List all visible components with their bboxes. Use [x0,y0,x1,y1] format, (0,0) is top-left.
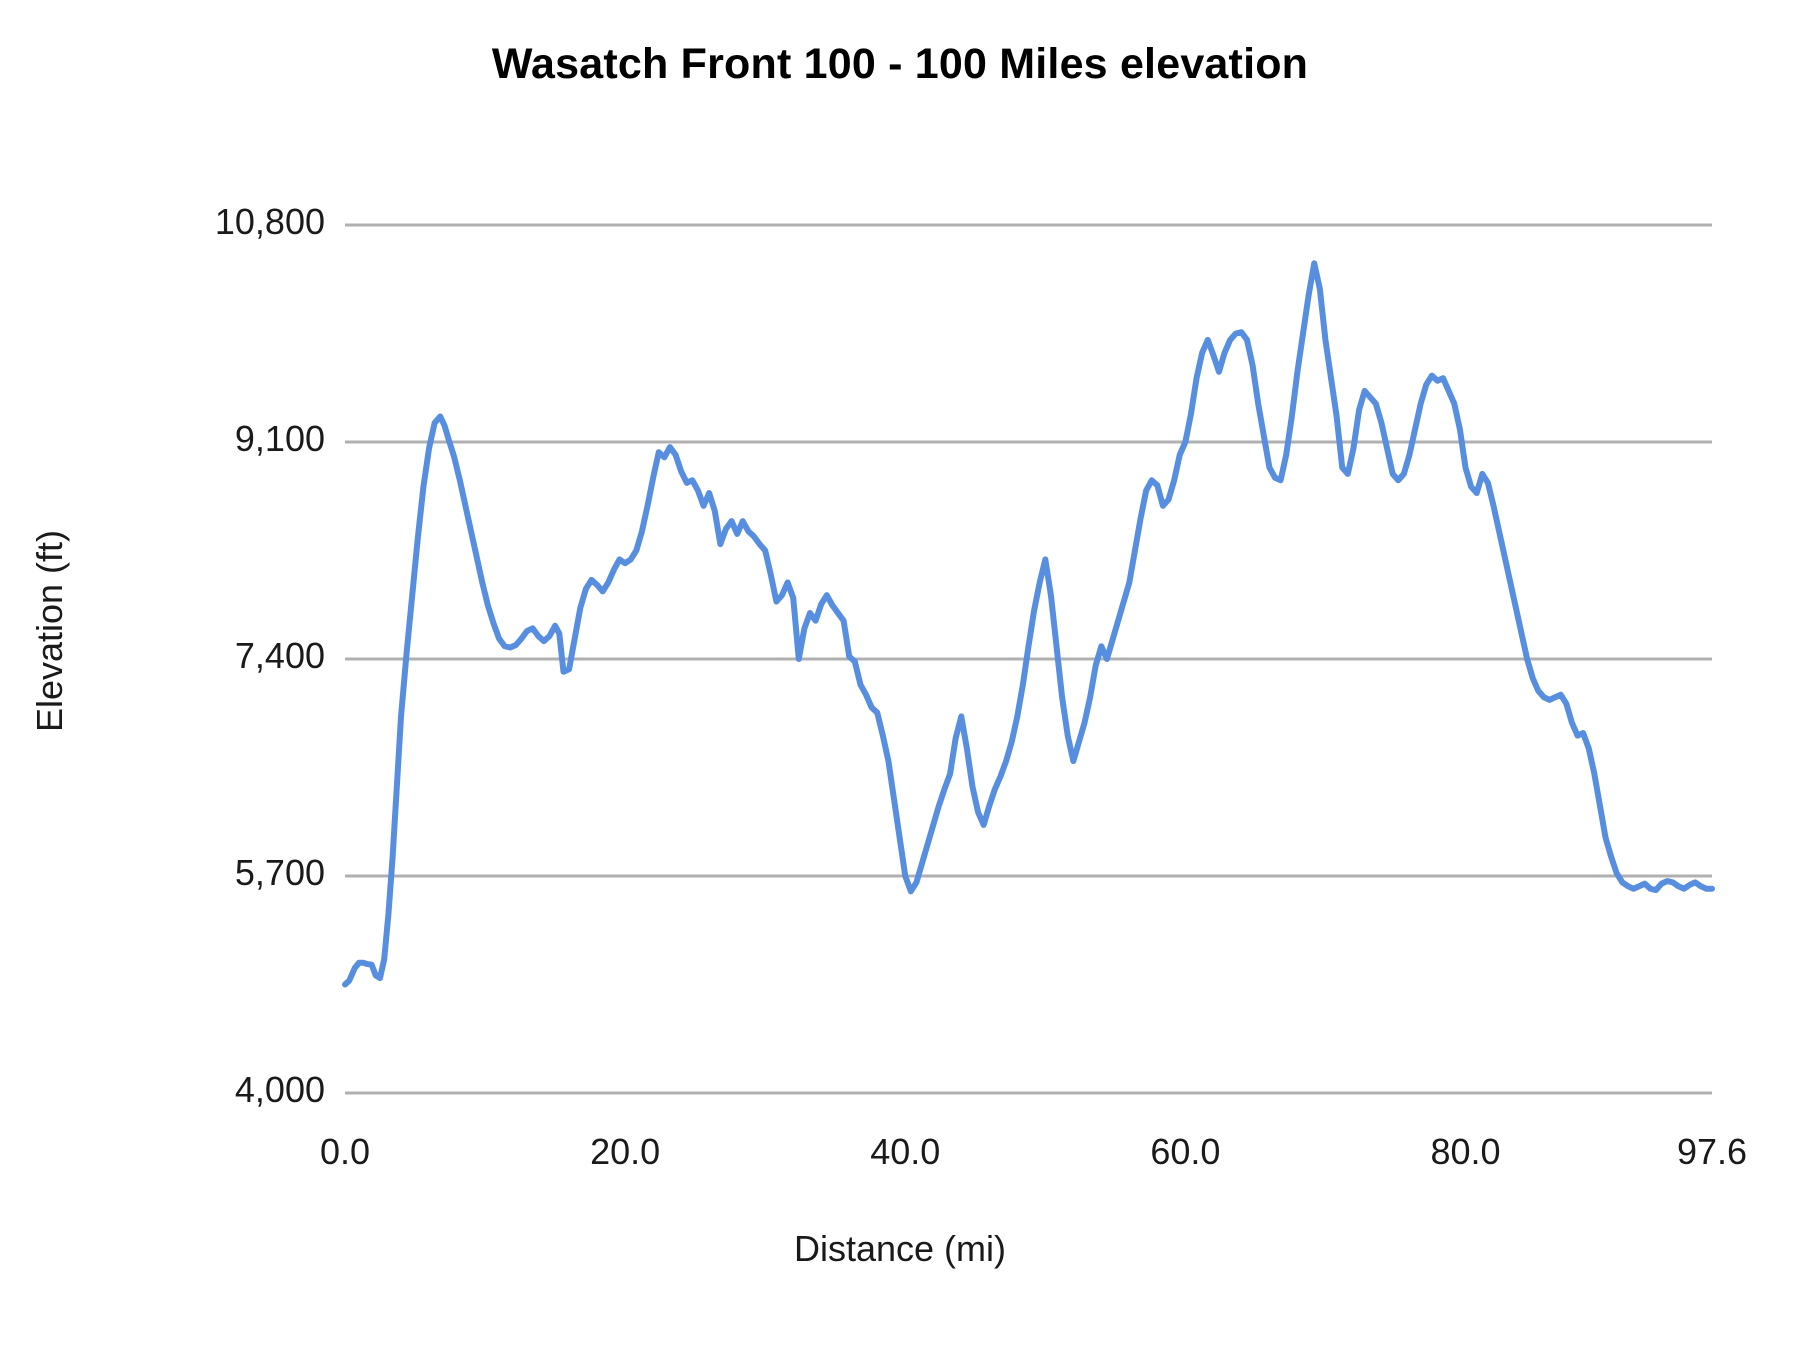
y-axis-tick-label: 10,800 [214,201,325,242]
x-axis-tick-label: 97.6 [1676,1131,1748,1172]
x-axis-tick-label: 80.0 [1430,1131,1501,1172]
chart-title: Wasatch Front 100 - 100 Miles elevation [491,40,1309,88]
y-axis-tick-label: 9,100 [234,418,325,459]
y-axis-title-wrap: Elevation (ft) [29,371,71,891]
x-axis-tick-label: 20.0 [590,1131,661,1172]
x-axis-tick-label: 0.0 [319,1131,371,1172]
y-axis-title: Elevation (ft) [29,529,70,733]
y-axis-tick-label: 5,700 [234,852,325,893]
x-axis-tick-label: 40.0 [870,1131,941,1172]
y-axis-tick-label: 7,400 [234,635,325,676]
series-group [342,260,1715,988]
x-axis-tick-label: 60.0 [1150,1131,1221,1172]
y-axis-tick-label: 4,000 [234,1069,325,1110]
x-axis-title: Distance (mi) [793,1228,1007,1269]
elevation-line [342,260,1715,988]
